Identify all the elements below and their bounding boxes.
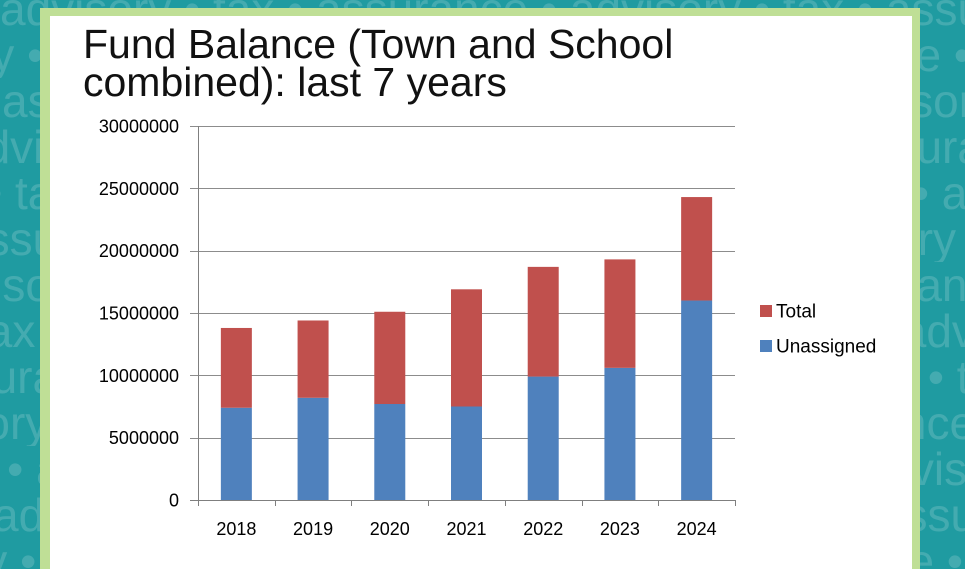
slide-panel: Fund Balance (Town and School combined):… xyxy=(50,16,912,569)
chart-title: Fund Balance (Town and School combined):… xyxy=(83,21,674,105)
slide-frame: Fund Balance (Town and School combined):… xyxy=(40,8,920,569)
